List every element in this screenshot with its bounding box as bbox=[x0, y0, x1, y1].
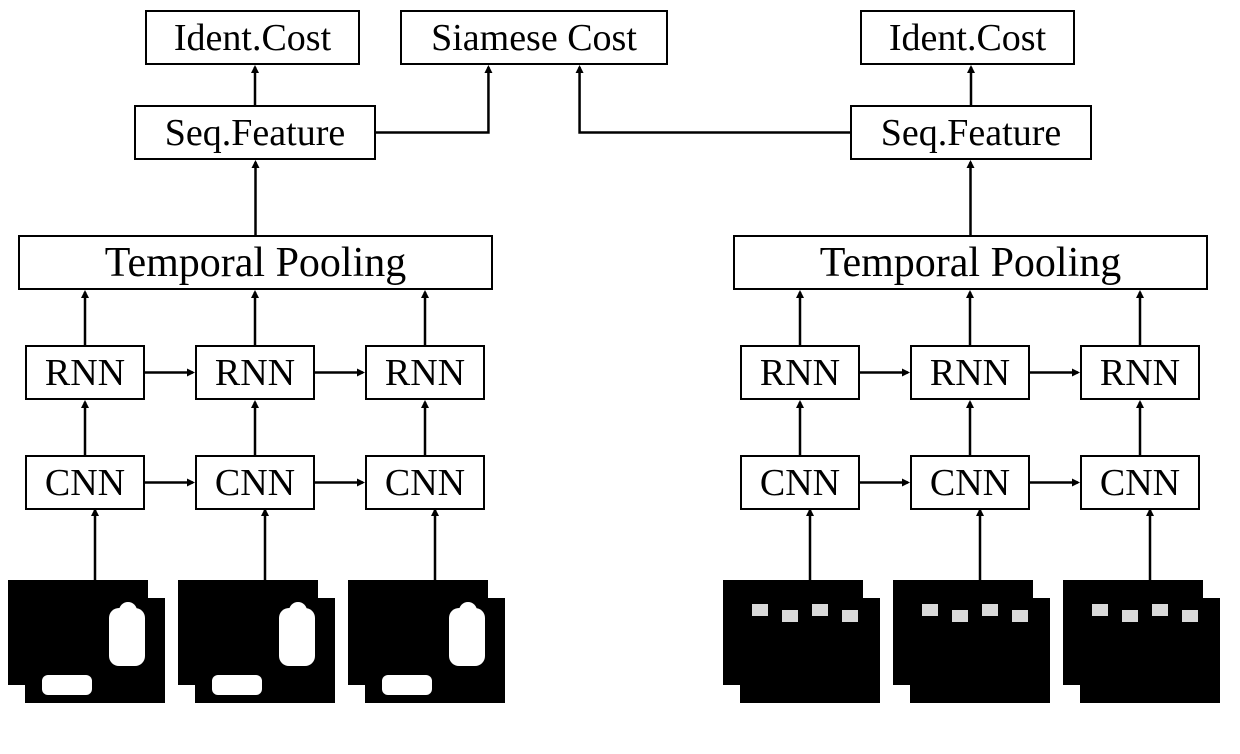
node-rnn_r1: RNN bbox=[740, 345, 860, 400]
node-temporal_left: Temporal Pooling bbox=[18, 235, 493, 290]
node-cnn_r1: CNN bbox=[740, 455, 860, 510]
node-label: RNN bbox=[45, 351, 125, 395]
node-label: CNN bbox=[930, 461, 1010, 505]
node-temporal_right: Temporal Pooling bbox=[733, 235, 1208, 290]
node-label: CNN bbox=[1100, 461, 1180, 505]
node-cnn_l3: CNN bbox=[365, 455, 485, 510]
node-label: Seq.Feature bbox=[165, 111, 345, 155]
node-label: Seq.Feature bbox=[881, 111, 1061, 155]
node-cnn_l1: CNN bbox=[25, 455, 145, 510]
node-ident_cost_left: Ident.Cost bbox=[145, 10, 360, 65]
node-ident_cost_right: Ident.Cost bbox=[860, 10, 1075, 65]
node-label: Siamese Cost bbox=[431, 16, 637, 60]
input-image-left-1 bbox=[195, 598, 335, 703]
node-label: CNN bbox=[215, 461, 295, 505]
input-image-left-0 bbox=[25, 598, 165, 703]
node-siamese_cost: Siamese Cost bbox=[400, 10, 668, 65]
node-label: RNN bbox=[930, 351, 1010, 395]
node-label: RNN bbox=[215, 351, 295, 395]
input-image-right-1 bbox=[910, 598, 1050, 703]
node-rnn_r2: RNN bbox=[910, 345, 1030, 400]
node-label: Ident.Cost bbox=[174, 16, 331, 60]
node-rnn_l1: RNN bbox=[25, 345, 145, 400]
node-label: Ident.Cost bbox=[889, 16, 1046, 60]
input-image-left-2 bbox=[365, 598, 505, 703]
input-image-right-2 bbox=[1080, 598, 1220, 703]
node-label: CNN bbox=[760, 461, 840, 505]
node-label: CNN bbox=[45, 461, 125, 505]
node-cnn_r2: CNN bbox=[910, 455, 1030, 510]
node-cnn_r3: CNN bbox=[1080, 455, 1200, 510]
input-image-right-0 bbox=[740, 598, 880, 703]
node-rnn_l3: RNN bbox=[365, 345, 485, 400]
node-seq_feature_left: Seq.Feature bbox=[134, 105, 376, 160]
node-rnn_r3: RNN bbox=[1080, 345, 1200, 400]
node-label: Temporal Pooling bbox=[820, 239, 1122, 287]
node-seq_feature_right: Seq.Feature bbox=[850, 105, 1092, 160]
node-label: RNN bbox=[1100, 351, 1180, 395]
node-label: RNN bbox=[385, 351, 465, 395]
node-rnn_l2: RNN bbox=[195, 345, 315, 400]
node-cnn_l2: CNN bbox=[195, 455, 315, 510]
node-label: Temporal Pooling bbox=[105, 239, 407, 287]
node-label: RNN bbox=[760, 351, 840, 395]
node-label: CNN bbox=[385, 461, 465, 505]
